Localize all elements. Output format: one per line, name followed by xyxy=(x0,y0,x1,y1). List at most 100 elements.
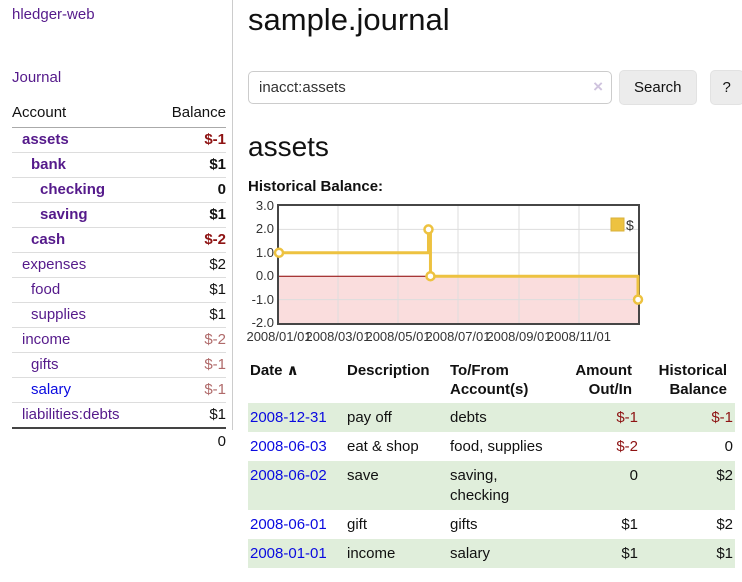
sort-ascending-icon[interactable]: ∧ xyxy=(282,362,299,379)
account-row: saving $1 xyxy=(12,202,226,228)
transaction-date-link[interactable]: 2008-06-01 xyxy=(250,516,327,533)
sidebar-item-salary[interactable]: salary xyxy=(31,381,72,398)
x-axis-tick-label: 2008/03/01 xyxy=(305,329,371,344)
account-row: supplies $1 xyxy=(12,302,226,328)
sidebar-item-assets[interactable]: assets xyxy=(22,131,69,148)
register-header-description: Description xyxy=(347,362,430,379)
sidebar-item-liabilities-debts[interactable]: liabilities:debts xyxy=(22,406,120,423)
chart-plot-area[interactable]: $ xyxy=(273,204,644,325)
y-axis-tick-label: -1.0 xyxy=(251,291,274,307)
x-axis-tick-label: 2008/07/01 xyxy=(425,329,491,344)
register-balance-cell: 0 xyxy=(724,438,733,455)
clear-search-icon[interactable]: × xyxy=(593,77,603,96)
transaction-date-link[interactable]: 2008-01-01 xyxy=(250,545,327,562)
register-header-amount: Amount Out/In xyxy=(575,362,632,398)
sidebar: hledger-web Journal Account Balance asse… xyxy=(0,0,233,454)
register-accounts-cell: saving, checking xyxy=(448,461,560,510)
register-balance-cell: $1 xyxy=(640,539,735,568)
table-row: 2008-06-01 gift gifts $1 $2 xyxy=(248,510,735,539)
account-balance: $2 xyxy=(154,252,226,278)
account-row: salary $-1 xyxy=(12,377,226,403)
legend-swatch xyxy=(610,217,625,232)
x-axis-tick-label: 2008/09/01 xyxy=(486,329,552,344)
legend-label: $ xyxy=(626,217,634,233)
register-accounts-cell: salary xyxy=(448,539,560,568)
page-title: sample.journal xyxy=(248,2,450,37)
register-description-cell: gift xyxy=(347,516,368,533)
account-row: assets $-1 xyxy=(12,128,226,153)
register-amount-cell: 0 xyxy=(560,461,640,510)
transaction-date-link[interactable]: 2008-12-31 xyxy=(250,409,327,426)
account-name-cell: salary xyxy=(12,377,155,403)
accounts-total-row: 0 xyxy=(12,427,226,454)
register-description-cell: eat & shop xyxy=(347,438,419,455)
search-button[interactable]: Search xyxy=(619,70,697,105)
register-description-cell: pay off xyxy=(345,403,448,432)
account-name-cell: gifts xyxy=(12,352,155,378)
register-header-row: Date ∧ Description To/From Account(s) Amount… xyxy=(248,361,735,403)
x-axis-tick-label: 2008/01/01 xyxy=(246,329,312,344)
accounts-total-value: 0 xyxy=(154,427,226,454)
sidebar-item-expenses[interactable]: expenses xyxy=(22,256,87,273)
sidebar-item-cash[interactable]: cash xyxy=(31,231,66,248)
sidebar-item-bank[interactable]: bank xyxy=(31,156,67,173)
register-header-historical: Historical Balance xyxy=(658,362,727,398)
register-header-date[interactable]: Date ∧ xyxy=(250,362,299,379)
register-description-cell: income xyxy=(345,539,448,568)
sidebar-item-saving[interactable]: saving xyxy=(40,206,88,223)
search-input-wrap: × xyxy=(248,71,612,104)
register-balance-cell: $2 xyxy=(716,516,733,533)
account-name-cell: liabilities:debts xyxy=(12,402,155,428)
account-name-cell: cash xyxy=(12,227,155,253)
account-row: expenses $2 xyxy=(12,252,226,278)
sidebar-item-checking[interactable]: checking xyxy=(40,181,106,198)
account-row: checking 0 xyxy=(12,177,226,203)
account-balance: $1 xyxy=(154,202,226,228)
search-input[interactable] xyxy=(248,71,612,104)
account-name-cell: income xyxy=(12,327,155,353)
account-row: cash $-2 xyxy=(12,227,226,253)
sidebar-item-supplies[interactable]: supplies xyxy=(31,306,87,323)
register-date-cell: 2008-06-01 xyxy=(248,510,345,539)
account-balance: $-1 xyxy=(154,352,226,378)
table-row: 2008-01-01 income salary $1 $1 xyxy=(248,539,735,568)
register-accounts-cell: debts xyxy=(448,403,560,432)
register-balance-cell: $2 xyxy=(640,461,735,510)
transaction-date-link[interactable]: 2008-06-02 xyxy=(250,467,327,484)
accounts-header-row: Account Balance xyxy=(12,102,226,128)
account-name-cell: expenses xyxy=(12,252,155,278)
register-balance-cell: $-1 xyxy=(640,403,735,432)
help-button[interactable]: ? xyxy=(709,70,742,105)
sidebar-item-income[interactable]: income xyxy=(22,331,71,348)
account-name-cell: assets xyxy=(12,128,154,153)
account-balance: $-2 xyxy=(154,227,226,253)
account-balance: $-1 xyxy=(204,131,226,148)
account-row: bank $1 xyxy=(12,152,226,178)
account-name-cell: supplies xyxy=(12,302,155,328)
app-title-link[interactable]: hledger-web xyxy=(12,6,95,23)
account-row: liabilities:debts $1 xyxy=(12,402,226,428)
register-accounts-cell: food, supplies xyxy=(450,438,543,455)
accounts-table: Account Balance assets $-1 bank $1 checking 0… xyxy=(12,102,226,454)
accounts-header-account: Account xyxy=(12,102,155,128)
accounts-header-balance: Balance xyxy=(154,102,226,128)
account-row: income $-2 xyxy=(12,327,226,353)
account-row: food $1 xyxy=(12,277,226,303)
transaction-date-link[interactable]: 2008-06-03 xyxy=(250,438,327,455)
y-axis-tick-label: 0.0 xyxy=(255,268,274,284)
table-row: 2008-06-03 eat & shop food, supplies $-2 0 xyxy=(248,432,735,461)
account-balance: 0 xyxy=(154,177,226,203)
sidebar-item-journal[interactable]: Journal xyxy=(12,69,62,86)
account-balance: $1 xyxy=(154,302,226,328)
register-amount-cell: $-1 xyxy=(560,403,640,432)
account-row: gifts $-1 xyxy=(12,352,226,378)
register-header-to-from: To/From Account(s) xyxy=(450,362,529,398)
register-date-cell: 2008-06-02 xyxy=(248,461,345,510)
register-amount-cell: $-2 xyxy=(616,438,638,455)
sidebar-item-gifts[interactable]: gifts xyxy=(31,356,59,373)
sidebar-item-food[interactable]: food xyxy=(31,281,61,298)
x-axis-tick-label: 2008/05/01 xyxy=(365,329,431,344)
account-name-cell: bank xyxy=(12,152,155,178)
chart-svg: $ xyxy=(273,206,644,323)
